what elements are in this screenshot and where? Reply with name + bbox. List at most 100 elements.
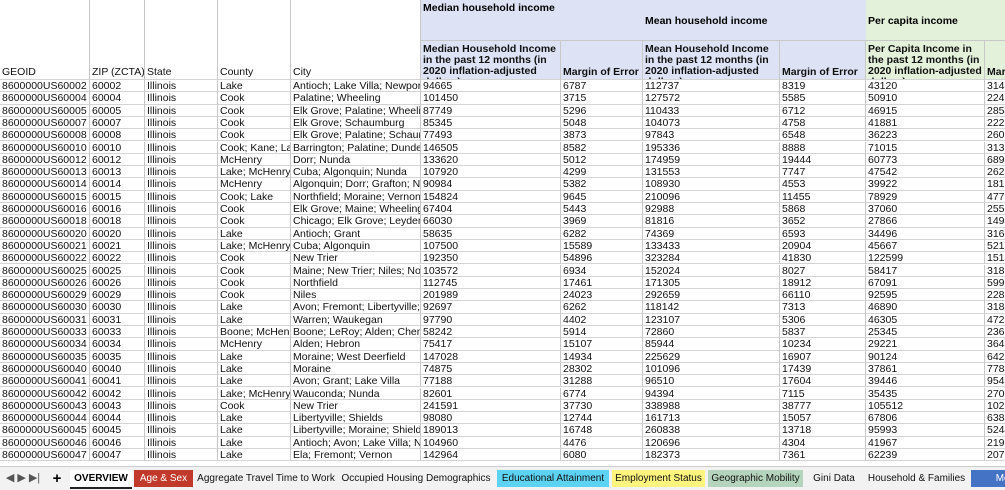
cell[interactable]: Illinois bbox=[145, 338, 218, 351]
cell[interactable]: Illinois bbox=[145, 141, 218, 154]
cell[interactable]: Illinois bbox=[145, 375, 218, 388]
cell[interactable]: 6593 bbox=[780, 227, 866, 240]
cell[interactable]: 3873 bbox=[561, 129, 643, 142]
cell[interactable]: 60040 bbox=[90, 362, 145, 376]
cell[interactable]: 8600000US60025 bbox=[0, 264, 90, 277]
cell[interactable]: Moraine; West Deerfield bbox=[291, 350, 421, 363]
cell[interactable]: 60021 bbox=[90, 239, 145, 253]
cell[interactable]: 60030 bbox=[90, 301, 145, 314]
cell[interactable]: Cook; Lake bbox=[218, 190, 291, 203]
cell[interactable]: Cook bbox=[218, 129, 291, 142]
cell[interactable]: Cook bbox=[218, 289, 291, 302]
cell[interactable]: 152024 bbox=[643, 264, 780, 277]
cell[interactable]: 2361 bbox=[985, 326, 1005, 339]
sheet-tab[interactable]: Educational Attainment bbox=[497, 470, 609, 487]
cell[interactable]: 4304 bbox=[780, 436, 866, 449]
cell[interactable]: Elk Grove; Palatine; Schaumburg bbox=[291, 129, 421, 142]
cell[interactable]: 5914 bbox=[561, 326, 643, 339]
cell[interactable]: Niles bbox=[291, 289, 421, 302]
cell[interactable]: Lake bbox=[218, 301, 291, 314]
cell[interactable]: 8600000US60031 bbox=[0, 313, 90, 326]
cell[interactable]: 66110 bbox=[780, 289, 866, 302]
cell[interactable]: Illinois bbox=[145, 116, 218, 130]
cell[interactable]: Illinois bbox=[145, 104, 218, 117]
cell[interactable]: Illinois bbox=[145, 227, 218, 240]
cell[interactable]: 50910 bbox=[866, 92, 985, 105]
cell[interactable]: Elk Grove; Maine; Wheeling bbox=[291, 203, 421, 216]
cell[interactable]: Dorr; Nunda bbox=[291, 153, 421, 167]
cell[interactable]: Illinois bbox=[145, 387, 218, 400]
cell[interactable]: 29221 bbox=[866, 338, 985, 351]
cell[interactable]: 31288 bbox=[561, 375, 643, 388]
cell[interactable]: Cook bbox=[218, 203, 291, 216]
cell[interactable]: 4299 bbox=[561, 166, 643, 179]
cell[interactable]: 7747 bbox=[780, 166, 866, 179]
cell[interactable]: 24023 bbox=[561, 289, 643, 302]
cell[interactable]: Ela; Fremont; Vernon bbox=[291, 449, 421, 462]
cell[interactable]: 147028 bbox=[421, 350, 561, 363]
cell[interactable]: 39922 bbox=[866, 178, 985, 191]
cell[interactable]: 8600000US60020 bbox=[0, 227, 90, 240]
cell[interactable]: 60013 bbox=[90, 166, 145, 179]
cell[interactable]: 12744 bbox=[561, 412, 643, 425]
cell[interactable]: 18912 bbox=[780, 276, 866, 290]
cell[interactable]: 2281 bbox=[985, 289, 1005, 302]
cell[interactable]: 105512 bbox=[866, 399, 985, 413]
cell[interactable]: Illinois bbox=[145, 215, 218, 228]
cell[interactable]: 34496 bbox=[866, 227, 985, 240]
cell[interactable]: 92697 bbox=[421, 301, 561, 314]
cell[interactable]: 67806 bbox=[866, 412, 985, 425]
cell[interactable]: 5382 bbox=[561, 178, 643, 191]
cell[interactable]: Illinois bbox=[145, 362, 218, 376]
cell[interactable]: 60007 bbox=[90, 116, 145, 130]
cell[interactable]: 17604 bbox=[780, 375, 866, 388]
cell[interactable]: 60026 bbox=[90, 276, 145, 290]
cell[interactable]: Lake; McHenry bbox=[218, 166, 291, 179]
cell[interactable]: McHenry bbox=[218, 153, 291, 167]
cell[interactable]: Illinois bbox=[145, 436, 218, 449]
cell[interactable]: 3184 bbox=[985, 301, 1005, 314]
cell[interactable]: 108930 bbox=[643, 178, 780, 191]
cell[interactable]: 82601 bbox=[421, 387, 561, 400]
cell[interactable]: 46305 bbox=[866, 313, 985, 326]
cell[interactable]: 10234 bbox=[780, 338, 866, 351]
cell[interactable]: 1813 bbox=[985, 178, 1005, 191]
cell[interactable]: 8600000US60045 bbox=[0, 424, 90, 437]
cell[interactable]: 54896 bbox=[561, 252, 643, 265]
cell[interactable]: Cook bbox=[218, 92, 291, 105]
cell[interactable]: 67091 bbox=[866, 276, 985, 290]
cell[interactable]: 5048 bbox=[561, 116, 643, 130]
cell[interactable]: 25345 bbox=[866, 326, 985, 339]
cell[interactable]: 4725 bbox=[985, 314, 1005, 326]
cell[interactable]: 60002 bbox=[90, 80, 145, 93]
cell[interactable]: 8600000US60013 bbox=[0, 166, 90, 179]
cell[interactable]: Lake bbox=[218, 449, 291, 462]
cell[interactable]: Illinois bbox=[145, 264, 218, 277]
cell[interactable]: Algonquin; Dorr; Grafton; Nunda bbox=[291, 178, 421, 191]
cell[interactable]: Lake bbox=[218, 375, 291, 388]
cell[interactable]: New Trier bbox=[291, 399, 421, 413]
cell[interactable]: 101096 bbox=[643, 362, 780, 376]
cell[interactable]: 118142 bbox=[643, 301, 780, 314]
cell[interactable]: 90124 bbox=[866, 350, 985, 363]
cell[interactable]: 8600000US60034 bbox=[0, 338, 90, 351]
cell[interactable]: 74369 bbox=[643, 227, 780, 240]
cell[interactable]: 2550 bbox=[985, 203, 1005, 216]
cell[interactable]: 11455 bbox=[780, 190, 866, 203]
cell[interactable]: 133620 bbox=[421, 153, 561, 167]
cell[interactable]: 9645 bbox=[561, 190, 643, 203]
cell[interactable]: Antioch; Lake Villa; Newport bbox=[291, 80, 421, 93]
cell[interactable]: 85944 bbox=[643, 338, 780, 351]
cell[interactable]: 2854 bbox=[985, 105, 1005, 117]
cell[interactable]: Libertyville; Shields bbox=[291, 412, 421, 425]
cell[interactable]: 4779 bbox=[985, 191, 1005, 203]
cell[interactable]: 74875 bbox=[421, 362, 561, 376]
cell[interactable]: 8600000US60029 bbox=[0, 289, 90, 302]
cell[interactable]: Illinois bbox=[145, 412, 218, 425]
cell[interactable]: 5868 bbox=[780, 203, 866, 216]
cell[interactable]: 95993 bbox=[866, 424, 985, 437]
cell[interactable]: 81816 bbox=[643, 215, 780, 228]
cell[interactable]: Illinois bbox=[145, 276, 218, 290]
